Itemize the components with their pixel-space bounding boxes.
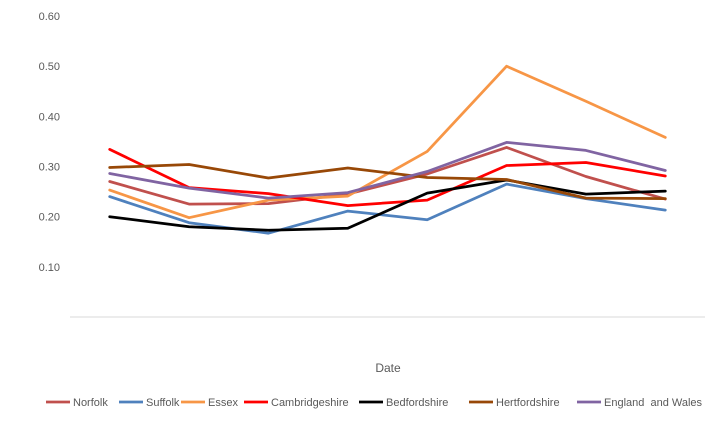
- legend-label: Norfolk: [73, 397, 108, 409]
- series-line-bedfordshire: [108, 178, 667, 232]
- legend-item: Bedfordshire: [359, 397, 448, 409]
- y-tick-label: 0.30: [39, 162, 60, 174]
- y-axis-tick-labels: 0.60 0.50 0.40 0.30 0.20 0.10: [39, 11, 60, 274]
- y-tick-label: 0.60: [39, 11, 60, 23]
- y-tick-label: 0.20: [39, 212, 60, 224]
- legend-label: Suffolk: [146, 397, 180, 409]
- legend-item: Cambridgeshire: [244, 397, 349, 409]
- legend-label: Bedfordshire: [386, 397, 448, 409]
- x-axis-label: Date: [375, 361, 401, 375]
- legend-item: Essex: [181, 397, 238, 409]
- series-line-norfolk: [108, 146, 667, 206]
- series-lines: [108, 64, 667, 235]
- legend-item: Norfolk: [46, 397, 108, 409]
- y-tick-label: 0.10: [39, 262, 60, 274]
- legend-label: Hertfordshire: [496, 397, 560, 409]
- legend-item: England and Wales: [577, 397, 703, 409]
- legend-label: England and Wales: [604, 397, 703, 409]
- legend-item: Hertfordshire: [469, 397, 560, 409]
- series-line-england-and-wales: [108, 141, 667, 200]
- legend-item: Suffolk: [119, 397, 180, 409]
- legend-label: Cambridgeshire: [271, 397, 349, 409]
- y-tick-label: 0.50: [39, 61, 60, 73]
- series-line-hertfordshire: [108, 163, 667, 200]
- series-line-essex: [108, 64, 667, 220]
- y-tick-label: 0.40: [39, 111, 60, 123]
- legend: Norfolk Suffolk Essex Cambridgeshire Bedford…: [46, 397, 703, 409]
- legend-label: Essex: [208, 397, 238, 409]
